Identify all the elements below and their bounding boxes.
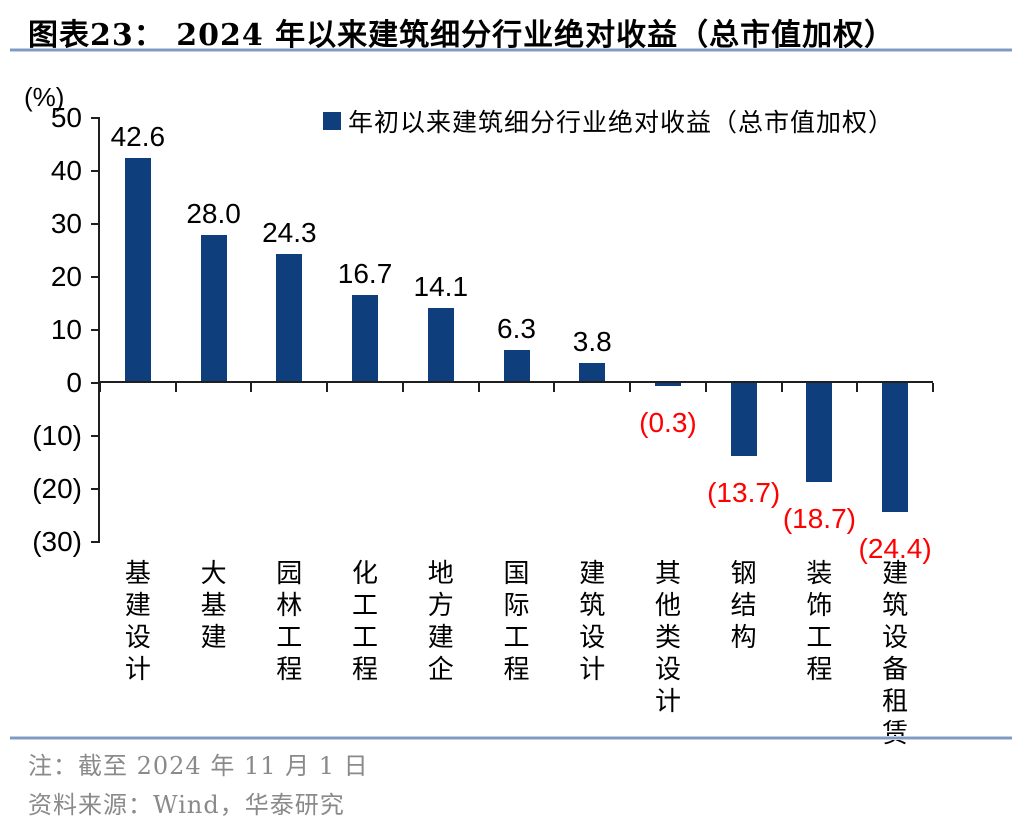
y-tick-label: 40 [50,155,82,187]
bar [882,383,909,513]
bar [806,383,833,482]
y-tick-label: 30 [50,208,82,240]
bar-value-label: (0.3) [639,407,697,438]
bar [352,294,379,383]
bar-value-label: (18.7) [782,502,856,534]
y-axis-tick [91,382,100,384]
category-label: 装 饰 工 程 [806,559,833,685]
category-label: 国 际 工 程 [503,559,530,685]
bar-value-label: 6.3 [497,312,536,344]
x-axis-tick [174,383,177,392]
y-axis-tick [91,223,100,226]
y-tick-label: 10 [50,314,82,346]
footer-divider [10,736,1012,740]
y-axis-line [98,118,100,542]
figure-source: 资料来源：Wind，华泰研究 [28,791,345,819]
figure-note: 注：截至 2024 年 11 月 1 日 [28,752,369,780]
bar [503,349,530,383]
bar [124,157,151,383]
bar-value-label: (13.7) [707,476,781,508]
bar [579,362,606,383]
x-axis-tick [99,383,101,392]
y-axis-tick [91,434,100,437]
y-axis-tick [91,117,100,120]
x-axis-line [98,381,933,383]
chart-legend: 年初以来建筑细分行业绝对收益（总市值加权） [323,103,894,139]
y-axis-tick [91,276,100,279]
y-tick-label: (20) [32,472,82,504]
category-label: 建 筑 设 计 [579,559,606,685]
y-axis-tick [91,487,100,490]
category-label: 建 筑 设 备 租 赁 [882,559,909,749]
bar [654,383,681,386]
x-axis-tick [780,383,783,392]
y-axis-tick [91,540,100,543]
legend-swatch-icon [323,112,341,130]
y-axis-unit-label: (%) [24,82,65,112]
y-tick-label: 0 [66,367,82,398]
x-axis-tick [326,383,329,392]
y-axis-tick [91,170,100,173]
y-tick-label: 50 [50,102,82,134]
x-axis-tick [553,383,556,392]
x-axis-tick [250,383,253,392]
bar-value-label: 3.8 [572,325,612,357]
bar [200,234,227,383]
category-label: 化 工 工 程 [352,559,379,685]
category-label: 钢 结 构 [730,559,757,653]
bar-value-label: 24.3 [262,217,317,249]
category-label: 园 林 工 程 [276,559,303,685]
x-axis-tick [704,383,707,392]
category-label: 其 他 类 设 计 [654,559,681,717]
bar [427,308,454,383]
y-tick-label: (10) [32,419,82,451]
x-axis-tick [629,383,632,392]
title-divider [10,48,1012,52]
x-axis-tick [401,383,404,392]
bar [276,254,303,383]
bar-value-label: 14.1 [413,271,469,303]
bar-value-label: 42.6 [110,120,166,152]
bar-value-label: 28.0 [186,197,241,229]
category-label: 基 建 设 计 [124,559,151,685]
x-axis-tick [477,383,480,392]
bar [730,383,757,456]
bar-value-label: (24.4) [858,533,932,565]
legend-label: 年初以来建筑细分行业绝对收益（总市值加权） [348,108,895,137]
x-axis-tick [856,383,859,392]
category-label: 地 方 建 企 [427,559,454,685]
x-axis-tick [932,383,934,392]
y-axis-tick [91,329,100,332]
bar-value-label: 16.7 [337,257,393,289]
category-label: 大 基 建 [200,559,227,653]
figure-title: 图表23： 2024 年以来建筑细分行业绝对收益（总市值加权） [28,18,896,53]
y-tick-label: 20 [50,261,82,293]
y-tick-label: (30) [32,525,82,557]
